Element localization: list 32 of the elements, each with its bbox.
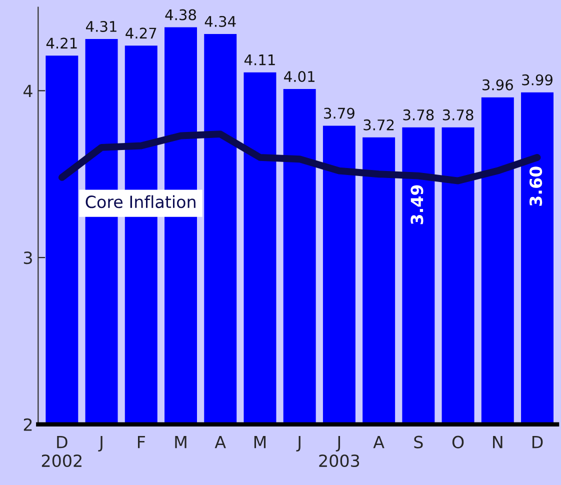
data-label: 3.96	[482, 79, 513, 90]
x-tick-label: J	[98, 436, 102, 452]
data-label: 3.60	[529, 166, 542, 206]
x-tick-label: D 2002	[42, 436, 82, 468]
data-label: 3.78	[442, 109, 474, 120]
data-label: 4.34	[204, 16, 236, 27]
x-tick-label: M	[175, 436, 186, 448]
data-label: 3.78	[403, 109, 434, 120]
y-tick-label: 2	[24, 418, 32, 431]
x-tick-label: J	[296, 436, 300, 452]
data-label: 4.38	[165, 9, 196, 20]
x-tick-label: S	[414, 436, 423, 448]
data-label: 3.99	[522, 74, 552, 86]
data-label: 3.79	[324, 108, 354, 119]
x-tick-label: A	[214, 436, 226, 448]
x-tick-label: N	[493, 436, 502, 448]
x-tick-label: A	[373, 436, 384, 448]
x-tick-label: F	[138, 436, 145, 448]
data-label: 3.49	[410, 185, 424, 224]
x-tick-label: M	[254, 436, 266, 448]
x-tick-label: D	[532, 436, 543, 448]
x-tick-label: J 2003	[319, 436, 360, 468]
data-label: 4.01	[284, 71, 314, 82]
y-tick-label: 3	[24, 251, 32, 264]
data-label: 3.72	[364, 119, 394, 130]
data-label: 4.31	[86, 20, 116, 32]
data-label: 4.27	[126, 28, 156, 38]
data-label: 4.11	[244, 54, 275, 66]
data-label: 4.21	[46, 38, 77, 48]
y-tick-label: 4	[24, 84, 32, 98]
x-tick-label: O	[452, 436, 464, 448]
series-label: Core Inflation	[86, 195, 196, 208]
